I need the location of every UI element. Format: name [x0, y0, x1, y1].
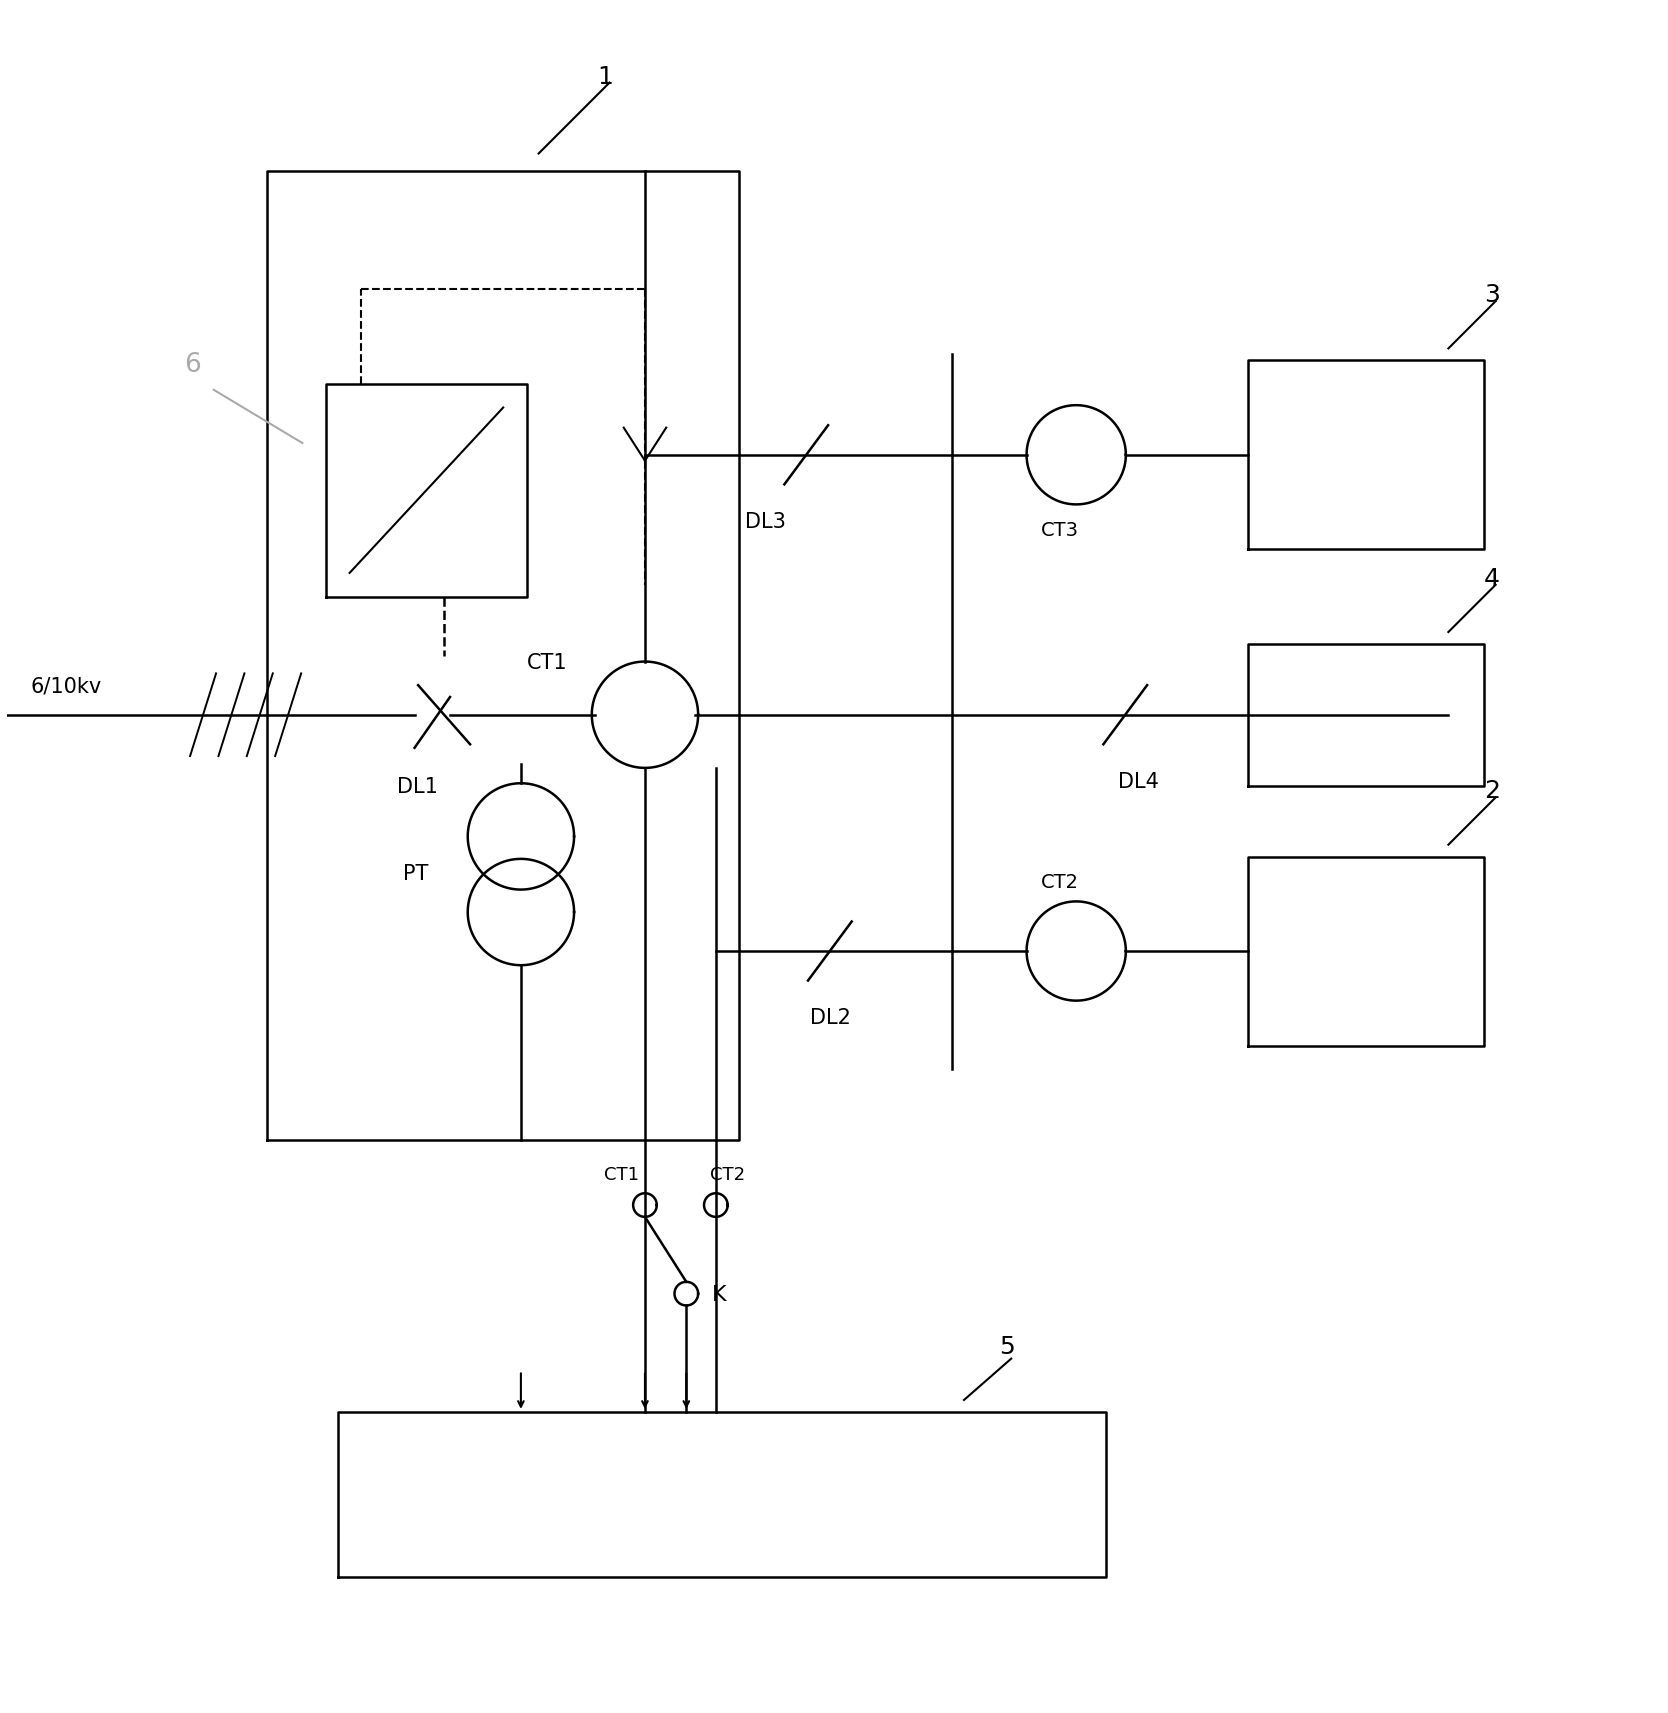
Text: CT1: CT1	[604, 1167, 639, 1184]
Text: K: K	[712, 1285, 727, 1305]
Text: CT2: CT2	[1041, 874, 1079, 892]
Text: DL1: DL1	[397, 778, 437, 798]
Text: 6: 6	[183, 351, 200, 379]
Text: 3: 3	[1485, 283, 1500, 307]
Text: DL3: DL3	[746, 512, 786, 531]
Text: 5: 5	[999, 1334, 1016, 1358]
Text: CT3: CT3	[1041, 521, 1079, 540]
Text: 1: 1	[597, 65, 614, 89]
Text: 4: 4	[1485, 567, 1500, 591]
Text: DL2: DL2	[811, 1007, 851, 1028]
Text: CT2: CT2	[711, 1167, 746, 1184]
Text: 2: 2	[1485, 779, 1500, 803]
Text: DL4: DL4	[1118, 771, 1159, 791]
Text: 6/10kv: 6/10kv	[30, 677, 102, 697]
Text: CT1: CT1	[527, 653, 567, 673]
Text: PT: PT	[402, 865, 429, 884]
